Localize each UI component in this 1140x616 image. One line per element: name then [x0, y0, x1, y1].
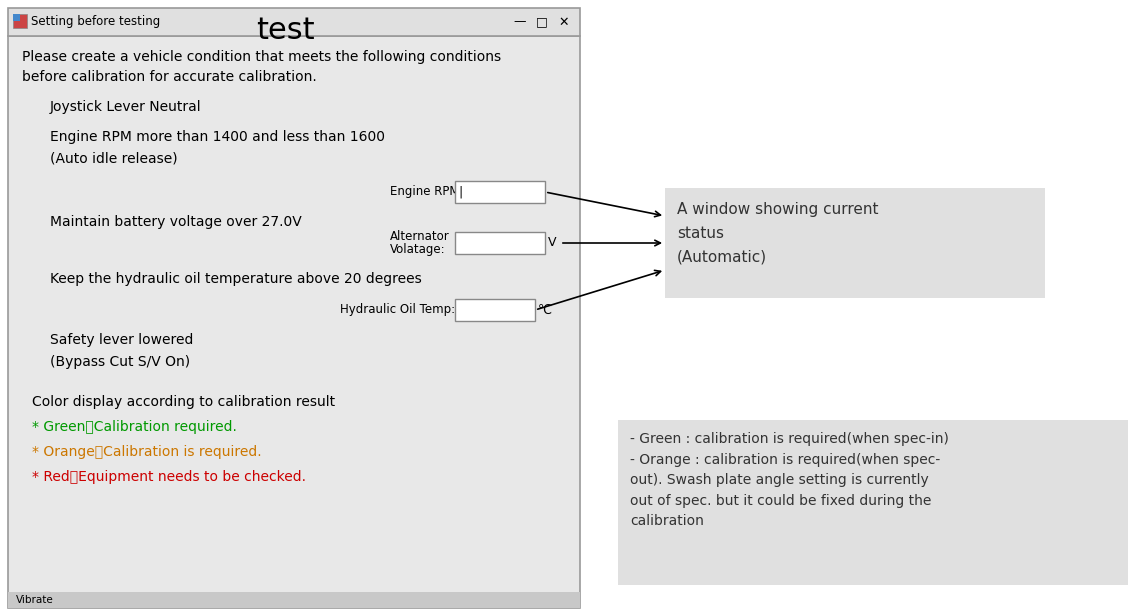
Bar	[455, 181, 545, 203]
Text: - Green : calibration is required(when spec-in)
- Orange : calibration is requir: - Green : calibration is required(when s…	[630, 432, 948, 529]
Text: □: □	[536, 15, 548, 28]
Text: Volatage:: Volatage:	[390, 243, 446, 256]
Text: |: |	[458, 185, 462, 198]
Bar	[618, 420, 1127, 585]
Text: * Orange：Calibration is required.: * Orange：Calibration is required.	[32, 445, 261, 459]
Bar	[665, 188, 1045, 298]
Text: Joystick Lever Neutral: Joystick Lever Neutral	[50, 100, 202, 114]
Text: Keep the hydraulic oil temperature above 20 degrees: Keep the hydraulic oil temperature above…	[50, 272, 422, 286]
Text: A window showing current: A window showing current	[677, 202, 879, 217]
Bar	[455, 299, 535, 321]
Text: Alternator: Alternator	[390, 230, 450, 243]
Text: before calibration for accurate calibration.: before calibration for accurate calibrat…	[22, 70, 317, 84]
Bar	[8, 8, 580, 36]
Bar	[455, 232, 545, 254]
Text: (Automatic): (Automatic)	[677, 250, 767, 265]
Bar	[8, 36, 580, 608]
Text: (Auto idle release): (Auto idle release)	[50, 152, 178, 166]
Text: (Bypass Cut S/V On): (Bypass Cut S/V On)	[50, 355, 190, 369]
Text: Color display according to calibration result: Color display according to calibration r…	[32, 395, 335, 409]
Text: Safety lever lowered: Safety lever lowered	[50, 333, 194, 347]
Text: * Red：Equipment needs to be checked.: * Red：Equipment needs to be checked.	[32, 470, 306, 484]
Text: V: V	[548, 237, 556, 249]
Text: Engine RPM:: Engine RPM:	[390, 185, 464, 198]
Text: * Green：Calibration required.: * Green：Calibration required.	[32, 420, 237, 434]
Text: status: status	[677, 226, 724, 241]
Bar	[13, 14, 27, 28]
Text: Hydraulic Oil Temp:: Hydraulic Oil Temp:	[340, 304, 455, 317]
Text: Vibrate: Vibrate	[16, 595, 54, 605]
Text: test: test	[255, 16, 315, 45]
Bar	[13, 14, 21, 21]
Text: Maintain battery voltage over 27.0V: Maintain battery voltage over 27.0V	[50, 215, 302, 229]
Text: Setting before testing: Setting before testing	[31, 15, 161, 28]
Text: Please create a vehicle condition that meets the following conditions: Please create a vehicle condition that m…	[22, 50, 502, 64]
Text: —: —	[514, 15, 527, 28]
Text: ✕: ✕	[559, 15, 569, 28]
Bar	[8, 592, 580, 608]
Text: ℃: ℃	[538, 304, 552, 317]
Text: Engine RPM more than 1400 and less than 1600: Engine RPM more than 1400 and less than …	[50, 130, 385, 144]
